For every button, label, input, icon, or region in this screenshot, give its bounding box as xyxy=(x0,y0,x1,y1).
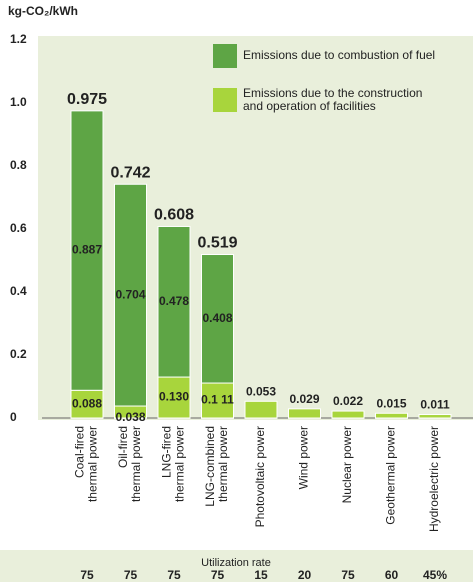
y-tick-label: 0.4 xyxy=(10,284,27,298)
x-tick-label: Coal-firedthermal power xyxy=(73,426,100,502)
total-label: 0.519 xyxy=(197,235,237,252)
y-tick-label: 0.2 xyxy=(10,347,27,361)
segment-label: 0.130 xyxy=(159,390,189,404)
segment-label: 0.038 xyxy=(115,410,145,424)
total-label: 0.608 xyxy=(154,207,194,224)
segment-label: 0.088 xyxy=(72,396,102,410)
y-tick-label: 1.2 xyxy=(10,32,27,46)
y-axis-label: kg-CO₂/kWh xyxy=(8,4,78,18)
x-tick-label: Photovoltaic power xyxy=(253,426,267,527)
utilization-value: 75 xyxy=(341,568,355,582)
x-tick-group: Coal-firedthermal power xyxy=(73,426,100,502)
x-tick-label: LNG-combinedthermal power xyxy=(203,426,230,507)
y-tick-label: 0.8 xyxy=(10,158,27,172)
bar-segment xyxy=(331,410,365,419)
legend-swatch xyxy=(213,88,237,112)
bar-segment xyxy=(114,183,147,407)
x-tick-group: Photovoltaic power xyxy=(253,426,267,527)
x-tick-label: Hydroelectric power xyxy=(427,426,441,532)
total-label: 0.015 xyxy=(376,396,406,410)
bar-segment xyxy=(201,254,234,384)
x-tick-label: Nuclear power xyxy=(340,426,354,503)
bar-segment xyxy=(418,414,452,419)
total-label: 0.029 xyxy=(289,392,319,406)
utilization-value: 15 xyxy=(254,568,268,582)
y-tick-label: 0 xyxy=(10,410,17,424)
segment-label: 0.887 xyxy=(72,243,102,257)
utilization-title: Utilization rate xyxy=(201,557,271,569)
x-tick-group: LNG-combinedthermal power xyxy=(203,426,230,507)
plot-background xyxy=(38,36,473,420)
legend-swatch xyxy=(213,44,237,68)
utilization-value: 75 xyxy=(124,568,138,582)
utilization-background xyxy=(0,550,473,582)
x-tick-label: Oil-firedthermal power xyxy=(116,426,143,502)
total-label: 0.053 xyxy=(246,384,276,398)
bar-segment xyxy=(244,400,278,419)
x-tick-group: LNG-firedthermal power xyxy=(160,426,187,502)
bar-segment xyxy=(70,389,104,419)
utilization-value: 75 xyxy=(167,568,181,582)
x-tick-label: Wind power xyxy=(297,426,311,489)
total-label: 0.022 xyxy=(333,394,363,408)
x-tick-group: Geothermal power xyxy=(384,426,398,525)
segment-label: 0.704 xyxy=(115,287,145,301)
segment-label: 0.1 11 xyxy=(201,393,234,407)
bar-segment xyxy=(70,110,104,391)
bar-segment xyxy=(375,412,408,419)
utilization-value: 75 xyxy=(80,568,94,582)
x-tick-group: Hydroelectric power xyxy=(427,426,441,532)
x-tick-group: Nuclear power xyxy=(340,426,354,503)
x-tick-group: Wind power xyxy=(297,426,311,489)
y-tick-label: 1.0 xyxy=(10,95,27,109)
x-tick-label: Geothermal power xyxy=(384,426,398,525)
y-tick-label: 0.6 xyxy=(10,221,27,235)
bar-segment xyxy=(288,408,321,419)
utilization-value: 45% xyxy=(423,568,447,582)
legend-label: Emissions due to combustion of fuel xyxy=(243,48,435,62)
bar-segment xyxy=(157,225,191,378)
utilization-value: 60 xyxy=(385,568,399,582)
segment-label: 0.408 xyxy=(202,311,232,325)
x-tick-label: LNG-firedthermal power xyxy=(160,426,187,502)
legend-label: Emissions due to the construction and ope… xyxy=(243,86,422,113)
bar-segment xyxy=(157,376,191,419)
utilization-value: 20 xyxy=(298,568,312,582)
total-label: 0.011 xyxy=(420,398,450,412)
utilization-value: 75 xyxy=(211,568,225,582)
x-tick-group: Oil-firedthermal power xyxy=(116,426,143,502)
total-label: 0.975 xyxy=(67,91,107,108)
segment-label: 0.478 xyxy=(159,294,189,308)
total-label: 0.742 xyxy=(110,164,150,181)
